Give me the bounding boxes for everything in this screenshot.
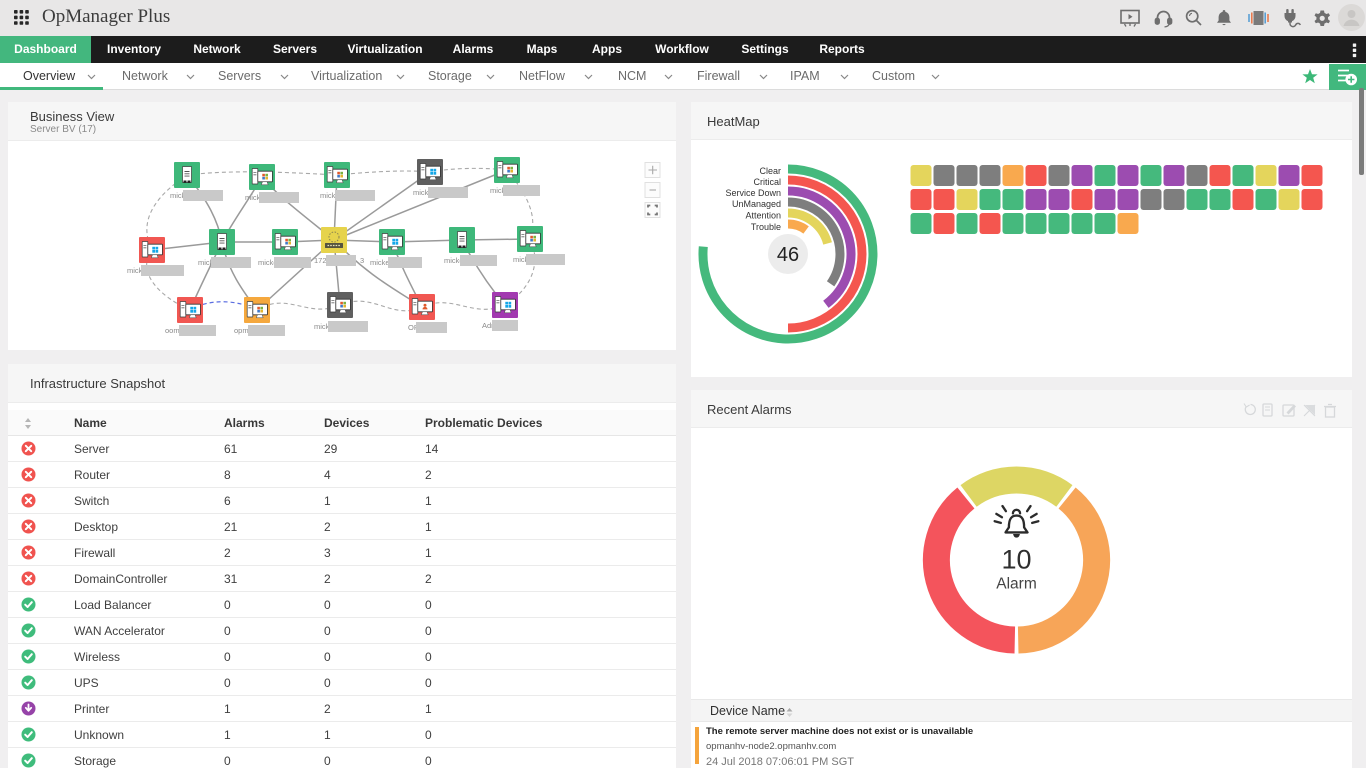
- svg-text:ooman: ooman: [165, 326, 188, 335]
- svg-text:mickey-: mickey-: [444, 256, 470, 265]
- svg-text:172.2: 172.2: [314, 256, 333, 265]
- svg-text:opman: opman: [234, 326, 257, 335]
- svg-text:mickey-: mickey-: [258, 258, 284, 267]
- svg-text:3: 3: [360, 256, 364, 265]
- svg-text:micke: micke: [513, 255, 533, 264]
- svg-text:micke: micke: [198, 258, 218, 267]
- svg-text:mickey: mickey: [245, 193, 269, 202]
- svg-text:mickey: mickey: [320, 191, 344, 200]
- svg-text:10: 10: [1001, 545, 1031, 575]
- svg-text:Adr: Adr: [482, 321, 494, 330]
- svg-text:UnManaged: UnManaged: [732, 199, 781, 209]
- svg-text:Alarm: Alarm: [996, 576, 1036, 593]
- svg-text:micke: micke: [490, 186, 510, 195]
- svg-text:mickey: mickey: [127, 266, 151, 275]
- svg-text:Service Down: Service Down: [725, 188, 781, 198]
- svg-text:mickey: mickey: [413, 188, 437, 197]
- svg-text:Clear: Clear: [759, 166, 781, 176]
- svg-text:mickey: mickey: [170, 191, 194, 200]
- svg-text:Trouble: Trouble: [751, 222, 781, 232]
- svg-text:mickey: mickey: [314, 322, 338, 331]
- svg-text:46: 46: [777, 244, 799, 266]
- svg-text:Critical: Critical: [753, 177, 781, 187]
- svg-text:Attention: Attention: [745, 211, 781, 221]
- svg-text:OP: OP: [408, 323, 419, 332]
- svg-text:mickey-v: mickey-v: [370, 258, 400, 267]
